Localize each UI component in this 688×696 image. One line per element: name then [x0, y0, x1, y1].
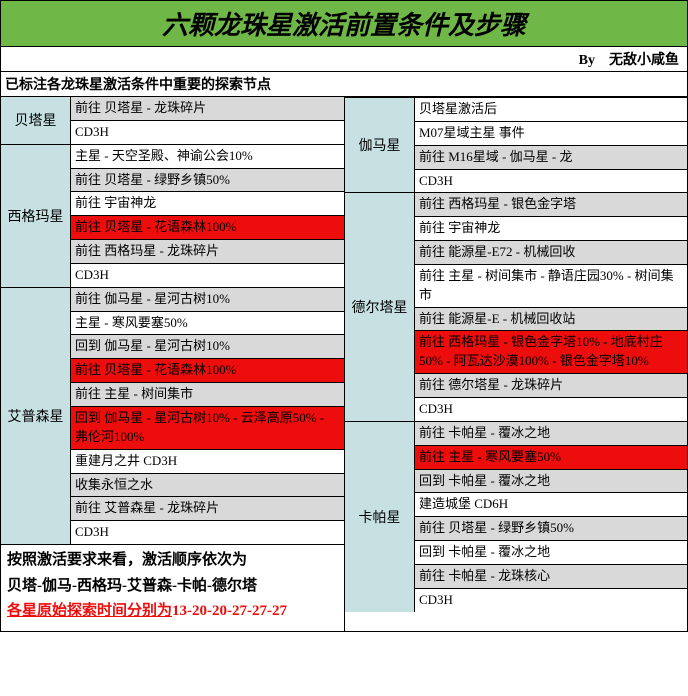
star-section: 伽马星贝塔星激活后M07星域主星 事件前往 M16星域 - 伽马星 - 龙CD3…: [345, 97, 687, 192]
star-label: 贝塔星: [1, 97, 71, 144]
step-item: 前往 德尔塔星 - 龙珠碎片: [415, 373, 687, 397]
step-item: 前往 贝塔星 - 绿野乡镇50%: [415, 516, 687, 540]
star-section: 艾普森星前往 伽马星 - 星河古树10%主星 - 寒风要塞50%回到 伽马星 -…: [1, 287, 344, 544]
byline-by: By: [579, 53, 595, 68]
page-title: 六颗龙珠星激活前置条件及步骤: [1, 1, 687, 47]
step-item: 回到 卡帕星 - 覆冰之地: [415, 540, 687, 564]
step-item: 贝塔星激活后: [415, 97, 687, 121]
step-item: 前往 卡帕星 - 龙珠核心: [415, 564, 687, 588]
star-label: 伽马星: [345, 97, 415, 192]
step-item: 主星 - 天空圣殿、神谕公会10%: [71, 144, 344, 168]
steps-list: 前往 西格玛星 - 银色金字塔前往 宇宙神龙前往 能源星-E72 - 机械回收前…: [415, 192, 687, 420]
step-item: 回到 伽马星 - 星河古树10%: [71, 334, 344, 358]
step-item: 前往 艾普森星 - 龙珠碎片: [71, 496, 344, 520]
star-label: 德尔塔星: [345, 192, 415, 420]
step-item: 建造城堡 CD6H: [415, 492, 687, 516]
step-item: 前往 西格玛星 - 龙珠碎片: [71, 239, 344, 263]
step-item: 前往 能源星-E72 - 机械回收: [415, 240, 687, 264]
step-item: 前往 贝塔星 - 花语森林100%: [71, 215, 344, 239]
step-item: CD3H: [415, 169, 687, 193]
step-item: 前往 主星 - 树间集市: [71, 382, 344, 406]
star-section: 西格玛星主星 - 天空圣殿、神谕公会10%前往 贝塔星 - 绿野乡镇50%前往 …: [1, 144, 344, 287]
footer-summary: 按照激活要求来看，激活顺序依次为贝塔-伽马-西格玛-艾普森-卡帕-德尔塔各星原始…: [1, 544, 345, 631]
step-item: CD3H: [71, 120, 344, 144]
step-item: 前往 卡帕星 - 覆冰之地: [415, 421, 687, 445]
step-item: 前往 主星 - 寒风要塞50%: [415, 445, 687, 469]
step-item: M07星域主星 事件: [415, 121, 687, 145]
step-item: 前往 贝塔星 - 龙珠碎片: [71, 97, 344, 120]
star-label: 西格玛星: [1, 144, 71, 287]
step-item: 前往 能源星-E - 机械回收站: [415, 307, 687, 331]
subtitle: 已标注各龙珠星激活条件中重要的探索节点: [1, 72, 687, 97]
step-item: 收集永恒之水: [71, 473, 344, 497]
step-item: 前往 宇宙神龙: [71, 191, 344, 215]
footer-line1: 按照激活要求来看，激活顺序依次为: [7, 548, 338, 574]
byline-author: 无敌小咸鱼: [609, 53, 679, 68]
step-item: CD3H: [71, 520, 344, 544]
star-label: 卡帕星: [345, 421, 415, 612]
step-item: CD3H: [415, 588, 687, 612]
step-item: 回到 伽马星 - 星河古树10% - 云泽高原50% - 弗伦河100%: [71, 406, 344, 449]
star-section: 卡帕星前往 卡帕星 - 覆冰之地前往 主星 - 寒风要塞50%回到 卡帕星 - …: [345, 421, 687, 612]
step-item: 前往 西格玛星 - 银色金字塔10% - 地底村庄50% - 阿瓦达沙漠100%…: [415, 330, 687, 373]
star-section: 德尔塔星前往 西格玛星 - 银色金字塔前往 宇宙神龙前往 能源星-E72 - 机…: [345, 192, 687, 420]
step-item: 前往 贝塔星 - 绿野乡镇50%: [71, 168, 344, 192]
step-item: 前往 宇宙神龙: [415, 216, 687, 240]
columns: 贝塔星前往 贝塔星 - 龙珠碎片CD3H西格玛星主星 - 天空圣殿、神谕公会10…: [1, 97, 687, 631]
byline: By 无敌小咸鱼: [1, 47, 687, 72]
step-item: CD3H: [71, 263, 344, 287]
steps-list: 前往 卡帕星 - 覆冰之地前往 主星 - 寒风要塞50%回到 卡帕星 - 覆冰之…: [415, 421, 687, 612]
step-item: 前往 贝塔星 - 花语森林100%: [71, 358, 344, 382]
step-item: 前往 主星 - 树间集市 - 静语庄园30% - 树间集市: [415, 264, 687, 307]
step-item: 重建月之井 CD3H: [71, 449, 344, 473]
step-item: 前往 M16星域 - 伽马星 - 龙: [415, 145, 687, 169]
step-item: 回到 卡帕星 - 覆冰之地: [415, 469, 687, 493]
footer-line2: 贝塔-伽马-西格玛-艾普森-卡帕-德尔塔: [7, 574, 338, 600]
star-label: 艾普森星: [1, 287, 71, 544]
steps-list: 前往 伽马星 - 星河古树10%主星 - 寒风要塞50%回到 伽马星 - 星河古…: [71, 287, 344, 544]
star-section: 贝塔星前往 贝塔星 - 龙珠碎片CD3H: [1, 97, 344, 144]
right-column: 伽马星贝塔星激活后M07星域主星 事件前往 M16星域 - 伽马星 - 龙CD3…: [345, 97, 687, 631]
footer-line3: 各星原始探索时间分别为13-20-20-27-27-27: [7, 599, 338, 625]
guide-container: 六颗龙珠星激活前置条件及步骤 By 无敌小咸鱼 已标注各龙珠星激活条件中重要的探…: [0, 0, 688, 632]
left-column: 贝塔星前往 贝塔星 - 龙珠碎片CD3H西格玛星主星 - 天空圣殿、神谕公会10…: [1, 97, 345, 631]
step-item: 前往 西格玛星 - 银色金字塔: [415, 192, 687, 216]
step-item: CD3H: [415, 397, 687, 421]
steps-list: 前往 贝塔星 - 龙珠碎片CD3H: [71, 97, 344, 144]
step-item: 主星 - 寒风要塞50%: [71, 311, 344, 335]
steps-list: 贝塔星激活后M07星域主星 事件前往 M16星域 - 伽马星 - 龙CD3H: [415, 97, 687, 192]
step-item: 前往 伽马星 - 星河古树10%: [71, 287, 344, 311]
steps-list: 主星 - 天空圣殿、神谕公会10%前往 贝塔星 - 绿野乡镇50%前往 宇宙神龙…: [71, 144, 344, 287]
